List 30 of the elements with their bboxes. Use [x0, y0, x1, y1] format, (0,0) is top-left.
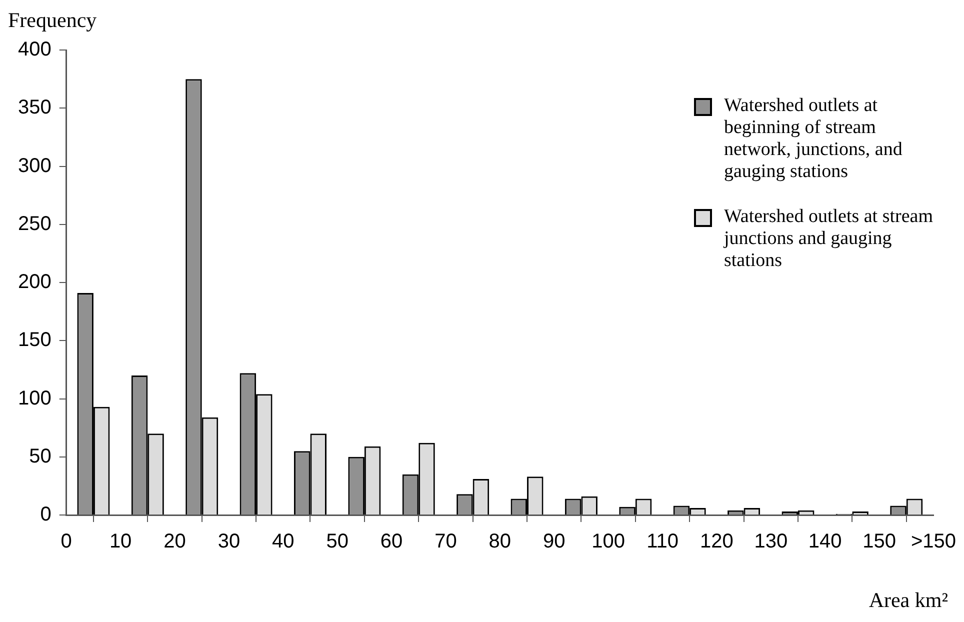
y-tick-label: 200 [18, 271, 52, 294]
x-tick-label: 130 [754, 530, 788, 553]
x-tick-label: 20 [164, 530, 186, 553]
y-tick-label: 0 [40, 504, 52, 526]
y-tick-label: 300 [18, 154, 52, 177]
x-tick-label: 0 [60, 530, 72, 553]
x-tick-label: >150 [910, 530, 956, 553]
x-tick-label: 120 [700, 530, 734, 553]
y-tick-label: 400 [18, 38, 52, 61]
x-tick-label: 140 [808, 530, 842, 553]
x-tick-label: 10 [109, 530, 132, 553]
x-tick-label: 80 [488, 530, 512, 553]
y-tick-label: 50 [29, 445, 52, 468]
x-tick-label: 50 [326, 530, 348, 553]
x-tick-label: 150 [862, 530, 896, 553]
x-tick-label: 100 [592, 530, 625, 553]
x-tick-label: 60 [380, 530, 403, 553]
x-tick-label: 40 [272, 530, 294, 553]
legend-label: Watershed outlets at stream junctions and gauging stations [724, 206, 934, 272]
x-tick-label: 90 [542, 530, 566, 553]
y-tick-label: 100 [18, 387, 52, 410]
y-axis-title: Frequency [8, 8, 97, 33]
x-tick-label: 30 [218, 530, 240, 553]
x-axis-title: Area km² [868, 588, 948, 613]
x-tick-label: 70 [434, 530, 457, 553]
y-tick-label: 250 [18, 212, 52, 235]
y-tick-label: 350 [18, 96, 52, 119]
y-tick-label: 150 [18, 329, 52, 352]
legend-label: Watershed outlets at beginning of stream network, junctions, and gauging stations [724, 95, 904, 182]
x-tick-label: 110 [646, 530, 678, 553]
